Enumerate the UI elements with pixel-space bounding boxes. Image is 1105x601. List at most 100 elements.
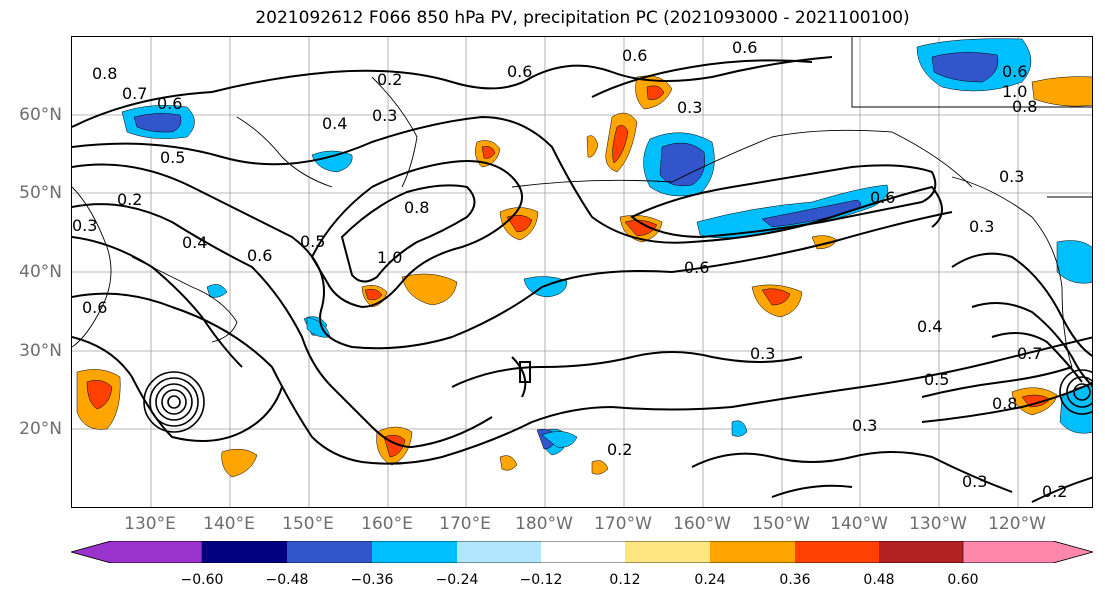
precip-neg-patch bbox=[541, 431, 578, 448]
map-panel: 0.8 0.7 0.6 0.5 0.3 0.2 0.4 0.6 0.6 0.2 … bbox=[71, 36, 1093, 508]
map-title: 2021092612 F066 850 hPa PV, precipitatio… bbox=[255, 8, 910, 28]
colorbar-tick: −0.36 bbox=[350, 572, 394, 588]
colorbar bbox=[71, 541, 1093, 563]
pv-contours bbox=[72, 56, 1092, 503]
lat-label: 20°N bbox=[19, 419, 62, 439]
precip-pos-patch bbox=[612, 125, 629, 164]
lon-label: 130°W bbox=[909, 514, 967, 534]
lon-label: 150°E bbox=[282, 514, 334, 534]
precip-neg-patch bbox=[206, 284, 228, 298]
contour-label: 0.8 bbox=[92, 64, 117, 83]
colorbar-segment bbox=[202, 541, 287, 563]
lat-label: 40°N bbox=[19, 262, 62, 282]
contour-label: 0.5 bbox=[924, 370, 949, 389]
contour-label: 0.6 bbox=[622, 46, 647, 65]
contour-label: 0.5 bbox=[300, 232, 325, 251]
colorbar-segment bbox=[541, 541, 625, 563]
colorbar-segment bbox=[962, 541, 1093, 563]
contour-label: 0.3 bbox=[999, 167, 1024, 186]
precip-neg-patch bbox=[523, 276, 568, 298]
colorbar-segment bbox=[372, 541, 457, 563]
lon-label: 140°W bbox=[830, 514, 888, 534]
precip-pos-patch bbox=[401, 273, 458, 306]
precip-pos-patch bbox=[586, 135, 599, 158]
contour-label: 0.3 bbox=[962, 472, 987, 491]
precip-pos-patch bbox=[221, 448, 258, 478]
precip-pos-patch bbox=[506, 214, 533, 233]
contour-label: 0.6 bbox=[247, 246, 272, 265]
colorbar-tick: −0.48 bbox=[265, 572, 309, 588]
precip-pos-patch bbox=[86, 380, 113, 410]
colorbar-segment bbox=[287, 541, 372, 563]
contour-labels: 0.8 0.7 0.6 0.5 0.3 0.2 0.4 0.6 0.6 0.2 … bbox=[72, 38, 1067, 501]
colorbar-segment bbox=[625, 541, 710, 563]
contour-label: 0.5 bbox=[160, 148, 185, 167]
lon-label: 160°E bbox=[361, 514, 413, 534]
precip-pos-patch bbox=[499, 455, 518, 471]
contour-label: 0.3 bbox=[677, 98, 702, 117]
contour-label: 0.8 bbox=[404, 198, 429, 217]
contour-label: 0.3 bbox=[969, 217, 994, 236]
lon-label: 130°E bbox=[124, 514, 176, 534]
precip-neg-patch bbox=[1056, 240, 1092, 284]
contour-label: 0.4 bbox=[182, 233, 207, 252]
precip-neg-patch bbox=[761, 199, 862, 228]
map-svg: 0.8 0.7 0.6 0.5 0.3 0.2 0.4 0.6 0.6 0.2 … bbox=[72, 37, 1092, 507]
precip-pos-patch bbox=[481, 146, 496, 159]
contour-label: 0.4 bbox=[322, 114, 347, 133]
precip-pos-patch bbox=[364, 288, 383, 301]
lon-label: 180°W bbox=[515, 514, 573, 534]
precip-neg-patch bbox=[311, 150, 353, 173]
precip-neg-patch bbox=[659, 142, 705, 187]
contour-label: 1.0 bbox=[377, 248, 402, 267]
colorbar-segment bbox=[795, 541, 879, 563]
lon-label: 160°W bbox=[673, 514, 731, 534]
contour-label: 0.8 bbox=[992, 394, 1017, 413]
precip-neg-patch bbox=[1059, 385, 1092, 434]
contour-label: 0.3 bbox=[72, 216, 97, 235]
coastlines bbox=[72, 37, 1092, 368]
precip-neg-patch bbox=[133, 113, 182, 133]
precip-neg-patch bbox=[931, 52, 999, 83]
lat-label: 50°N bbox=[19, 183, 62, 203]
typhoon-contours bbox=[143, 369, 1092, 433]
colorbar-tick: −0.24 bbox=[435, 572, 479, 588]
contour-label: 1.0 bbox=[1002, 82, 1027, 101]
contour-label: 0.3 bbox=[852, 416, 877, 435]
colorbar-segment bbox=[71, 541, 203, 563]
contour-label: 0.2 bbox=[607, 440, 632, 459]
contour-label: 0.8 bbox=[1012, 97, 1037, 116]
contour-label: 0.6 bbox=[870, 188, 895, 207]
lat-label: 60°N bbox=[19, 105, 62, 125]
precip-shading bbox=[76, 38, 1092, 478]
contour-label: 0.6 bbox=[157, 94, 182, 113]
precip-pos-patch bbox=[1031, 76, 1092, 107]
lon-label: 170°E bbox=[439, 514, 491, 534]
contour-label: 0.6 bbox=[507, 62, 532, 81]
contour-label: 0.3 bbox=[750, 344, 775, 363]
contour-label: 0.7 bbox=[122, 84, 147, 103]
contour-label: 0.6 bbox=[82, 298, 107, 317]
colorbar-tick: 0.36 bbox=[779, 572, 811, 588]
colorbar-tick: −0.60 bbox=[180, 572, 224, 588]
precip-pos-patch bbox=[761, 288, 791, 306]
colorbar-tick: 0.48 bbox=[863, 572, 895, 588]
colorbar-tick: 0.24 bbox=[694, 572, 726, 588]
precip-neg-patch bbox=[731, 420, 748, 437]
colorbar-segment bbox=[457, 541, 541, 563]
contour-label: 0.2 bbox=[1042, 482, 1067, 501]
contour-label: 0.6 bbox=[684, 258, 709, 277]
lon-label: 140°E bbox=[203, 514, 255, 534]
colorbar-tick: −0.12 bbox=[519, 572, 563, 588]
precip-pos-patch bbox=[591, 460, 609, 475]
lon-label: 170°W bbox=[594, 514, 652, 534]
contour-label: 0.2 bbox=[377, 70, 402, 89]
lon-label: 150°W bbox=[752, 514, 810, 534]
colorbar-tick: 0.12 bbox=[609, 572, 641, 588]
contour-label: 0.3 bbox=[372, 106, 397, 125]
lon-label: 120°W bbox=[988, 514, 1046, 534]
contour-label: 0.6 bbox=[732, 38, 757, 57]
colorbar-tick: 0.60 bbox=[947, 572, 979, 588]
contour-label: 0.2 bbox=[117, 190, 142, 209]
colorbar-segment bbox=[710, 541, 795, 563]
